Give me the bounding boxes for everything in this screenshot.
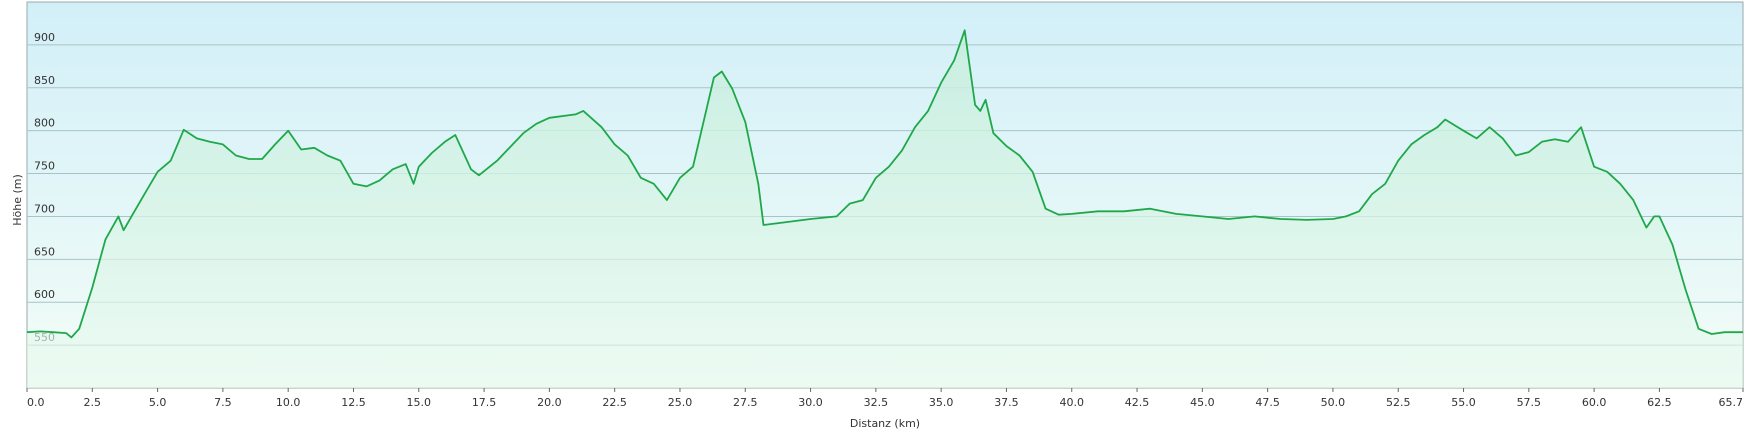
y-tick-label: 750 (34, 160, 55, 173)
x-tick-label: 10.0 (276, 396, 301, 409)
x-tick-label: 22.5 (602, 396, 627, 409)
y-tick-label: 900 (34, 31, 55, 44)
area-fill (27, 30, 1743, 389)
x-tick-label: 32.5 (864, 396, 889, 409)
x-tick-label: 30.0 (798, 396, 823, 409)
elevation-line (26, 29, 1743, 339)
x-tick-label: 55.0 (1451, 396, 1476, 409)
x-tick-label: 50.0 (1321, 396, 1346, 409)
y-tick-label: 650 (34, 245, 55, 258)
x-tick-label: 12.5 (341, 396, 366, 409)
y-tick-label: 800 (34, 117, 55, 130)
x-axis-title: Distanz (km) (850, 417, 920, 430)
x-tick-label: 62.5 (1647, 396, 1672, 409)
x-tick-label: 42.5 (1125, 396, 1150, 409)
y-tick-label: 600 (34, 288, 55, 301)
x-tick-label: 45.0 (1190, 396, 1215, 409)
y-tick-label: 700 (34, 202, 55, 215)
x-tick-label: 7.5 (214, 396, 232, 409)
x-tick-label: 27.5 (733, 396, 758, 409)
y-tick-label: 850 (34, 74, 55, 87)
x-tick-label: 25.0 (668, 396, 693, 409)
x-tick-label: 2.5 (84, 396, 102, 409)
x-tick-label: 47.5 (1255, 396, 1280, 409)
x-tick-label: 20.0 (537, 396, 562, 409)
x-tick-label: 57.5 (1517, 396, 1542, 409)
x-tick-label: 5.0 (149, 396, 167, 409)
x-tick-label: 0.0 (27, 396, 45, 409)
x-tick-label: 60.0 (1582, 396, 1607, 409)
y-axis-title: Höhe (m) (11, 174, 24, 226)
x-tick-label: 15.0 (407, 396, 432, 409)
x-tick-label: 37.5 (994, 396, 1019, 409)
x-tick-label: 40.0 (1059, 396, 1084, 409)
x-tick-label: 17.5 (472, 396, 497, 409)
x-tick-label: 35.0 (929, 396, 954, 409)
x-tick-label: 52.5 (1386, 396, 1411, 409)
x-tick-label: 65.7 (1719, 396, 1744, 409)
